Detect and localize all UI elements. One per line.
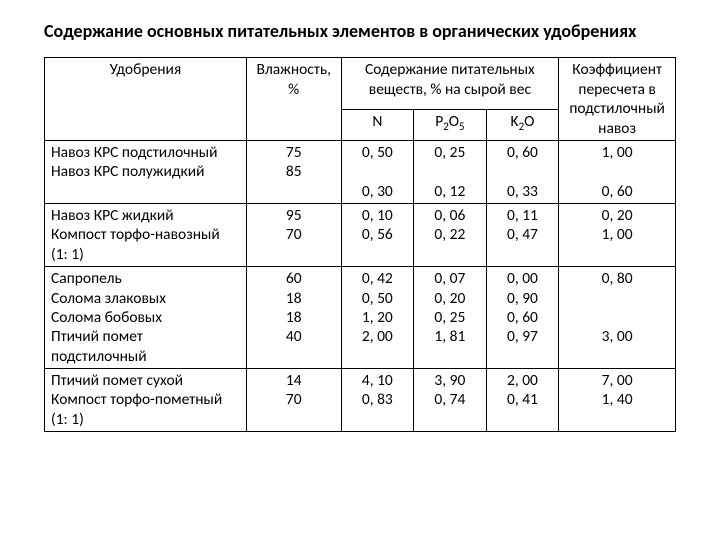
cell-coef: 0, 80 3, 00 [559,267,676,369]
cell-coef: 0, 20 1, 00 [559,204,676,267]
slide-title: Содержание основных питательных элементо… [44,20,676,43]
cell-n: 0, 50 0, 30 [341,140,414,203]
header-row-1: Удобрения Влажность, % Содержание питате… [45,58,676,109]
table-row: Сапропель Солома злаковых Солома бобовых… [45,267,676,369]
slide: Содержание основных питательных элементо… [0,0,720,432]
col-fertilizer: Удобрения [45,58,247,141]
cell-p: 0, 06 0, 22 [414,204,487,267]
table-row: Навоз КРС жидкий Компост торфо-навозный … [45,204,676,267]
nutrient-table: Удобрения Влажность, % Содержание питате… [44,57,676,432]
cell-n: 0, 42 0, 50 1, 20 2, 00 [341,267,414,369]
cell-p: 0, 25 0, 12 [414,140,487,203]
table-row: Навоз КРС подстилочный Навоз КРС полужид… [45,140,676,203]
cell-k: 0, 11 0, 47 [486,204,559,267]
cell-p: 3, 90 0, 74 [414,369,487,432]
col-k: K2O [486,109,559,140]
col-n: N [341,109,414,140]
col-p: P2O5 [414,109,487,140]
col-nutrients: Содержание питательных веществ, % на сыр… [341,58,559,109]
cell-humidity: 95 70 [246,204,341,267]
cell-n: 0, 10 0, 56 [341,204,414,267]
col-coef: Коэффициент пересчета в подстилочный нав… [559,58,676,141]
col-humidity: Влажность, % [246,58,341,141]
cell-label: Навоз КРС жидкий Компост торфо-навозный … [45,204,247,267]
cell-coef: 1, 00 0, 60 [559,140,676,203]
cell-label: Птичий помет сухой Компост торфо-пометны… [45,369,247,432]
cell-label: Сапропель Солома злаковых Солома бобовых… [45,267,247,369]
cell-p: 0, 07 0, 20 0, 25 1, 81 [414,267,487,369]
cell-humidity: 14 70 [246,369,341,432]
cell-humidity: 75 85 [246,140,341,203]
cell-k: 2, 00 0, 41 [486,369,559,432]
cell-coef: 7, 00 1, 40 [559,369,676,432]
cell-n: 4, 10 0, 83 [341,369,414,432]
cell-humidity: 60 18 18 40 [246,267,341,369]
cell-k: 0, 60 0, 33 [486,140,559,203]
cell-k: 0, 00 0, 90 0, 60 0, 97 [486,267,559,369]
table-row: Птичий помет сухой Компост торфо-пометны… [45,369,676,432]
cell-label: Навоз КРС подстилочный Навоз КРС полужид… [45,140,247,203]
